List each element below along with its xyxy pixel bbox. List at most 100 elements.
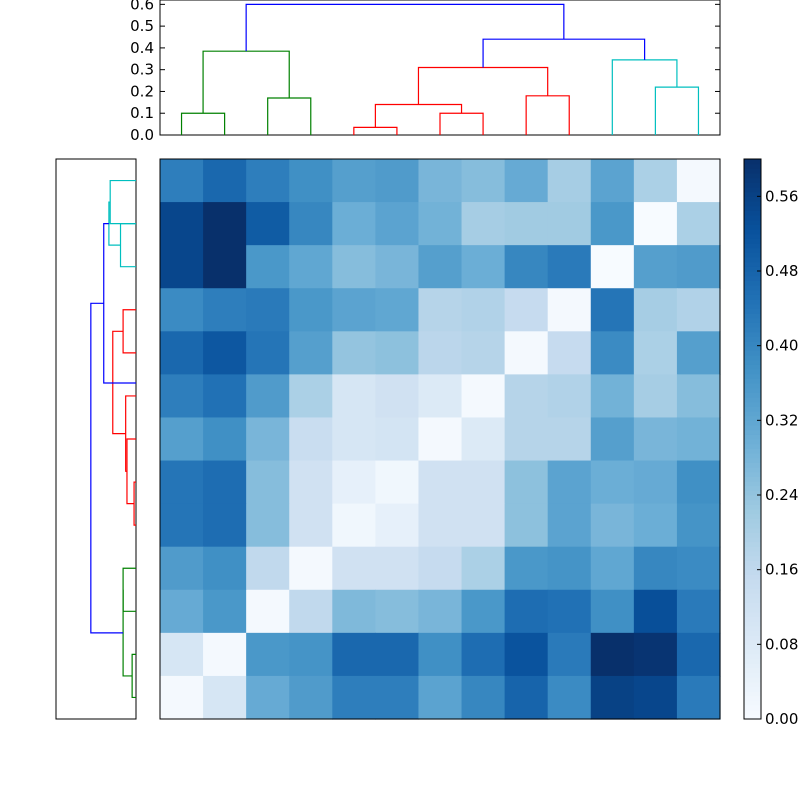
heatmap-cell xyxy=(504,675,549,720)
heatmap-cell xyxy=(547,374,592,419)
heatmap-cell xyxy=(633,245,678,289)
colorbar-segment xyxy=(744,700,761,706)
heatmap-cell xyxy=(375,546,420,591)
heatmap-cell xyxy=(461,159,506,203)
dendrogram-link xyxy=(180,112,226,135)
colorbar-segment xyxy=(744,471,761,477)
colorbar-segment xyxy=(744,485,761,491)
heatmap-cell xyxy=(676,460,721,505)
colorbar-segment xyxy=(744,411,761,417)
colorbar-segment xyxy=(744,294,761,300)
heatmap-cell xyxy=(289,546,333,591)
colorbar-segment xyxy=(744,649,761,655)
colorbar-segment xyxy=(744,630,761,636)
heatmap-cell xyxy=(547,202,592,246)
heatmap-cell xyxy=(160,245,204,289)
heatmap-cell xyxy=(461,503,506,548)
colorbar-segment xyxy=(744,191,761,197)
colorbar-segment xyxy=(744,644,761,650)
heatmap-cell xyxy=(332,503,376,548)
dendrogram-link xyxy=(133,481,136,526)
colorbar-segment xyxy=(744,303,761,309)
heatmap-cell xyxy=(332,675,376,720)
colorbar-segment xyxy=(744,322,761,328)
heatmap-cell xyxy=(504,202,549,246)
heatmap-cell xyxy=(418,589,463,634)
heatmap-cell xyxy=(633,417,678,462)
heatmap-cell xyxy=(547,245,592,289)
heatmap-cell xyxy=(160,589,204,634)
heatmap-cell xyxy=(504,245,549,289)
dendrogram-link xyxy=(122,309,136,354)
heatmap-cell xyxy=(676,503,721,548)
colorbar-segment xyxy=(744,229,761,235)
colorbar-segment xyxy=(744,672,761,678)
heatmap-cell xyxy=(332,374,376,419)
colorbar-tick-label: 0.00 xyxy=(765,710,798,728)
colorbar-segment xyxy=(744,224,761,230)
colorbar-segment xyxy=(744,513,761,519)
colorbar-segment xyxy=(744,593,761,599)
colorbar-segment xyxy=(744,271,761,277)
colorbar: 0.00 0.08 0.16 0.24 0.32 0.40 0.48 0.56 xyxy=(743,158,798,728)
heatmap-cell xyxy=(676,288,721,332)
heatmap-cell xyxy=(203,675,247,720)
dendrogram-link xyxy=(90,302,124,634)
colorbar-segment xyxy=(744,378,761,384)
heatmap-cell xyxy=(375,417,420,462)
dendrogram-link xyxy=(103,223,136,384)
heatmap-cell xyxy=(289,288,333,332)
dendrogram-link xyxy=(122,589,133,677)
heatmap-cell xyxy=(590,374,635,419)
dendrogram-link xyxy=(611,59,678,135)
heatmap-cell xyxy=(676,202,721,246)
heatmap-cell xyxy=(375,374,420,419)
heatmap-cell xyxy=(418,503,463,548)
colorbar-segment xyxy=(744,252,761,258)
heatmap-cell xyxy=(289,202,333,246)
heatmap-cell xyxy=(246,202,290,246)
colorbar-tick-label: 0.32 xyxy=(765,411,798,429)
dendrogram-link xyxy=(525,95,570,135)
heatmap-cell xyxy=(633,288,678,332)
colorbar-segment xyxy=(744,261,761,267)
colorbar-segment xyxy=(744,653,761,659)
heatmap-cell xyxy=(203,460,247,505)
colorbar-segment xyxy=(744,331,761,337)
heatmap-cell xyxy=(160,202,204,246)
colorbar-segment xyxy=(744,546,761,552)
colorbar-segment xyxy=(744,448,761,454)
heatmap-cell xyxy=(461,245,506,289)
heatmap-cell xyxy=(461,632,506,677)
heatmap-cell xyxy=(418,245,463,289)
heatmap-cell xyxy=(332,589,376,634)
heatmap-cell xyxy=(504,159,549,203)
heatmap-cell xyxy=(590,159,635,203)
heatmap-cell xyxy=(246,503,290,548)
dendrogram-link xyxy=(126,438,136,505)
heatmap-cell xyxy=(332,460,376,505)
heatmap-cell xyxy=(504,503,549,548)
heatmap-cell xyxy=(676,374,721,419)
heatmap-cell xyxy=(504,417,549,462)
colorbar-segment xyxy=(744,639,761,645)
heatmap-cell xyxy=(375,245,420,289)
dendrogram-link xyxy=(267,97,312,135)
colorbar-segment xyxy=(744,201,761,207)
heatmap-cell xyxy=(461,546,506,591)
heatmap-cell xyxy=(676,331,721,375)
heatmap-cell xyxy=(547,331,592,375)
colorbar-segment xyxy=(744,635,761,641)
colorbar-segment xyxy=(744,541,761,547)
colorbar-segment xyxy=(744,658,761,664)
heatmap-cell xyxy=(461,460,506,505)
colorbar-segment xyxy=(744,383,761,389)
heatmap-cell xyxy=(590,202,635,246)
heatmap-cell xyxy=(246,245,290,289)
heatmap-cell xyxy=(504,331,549,375)
colorbar-segment xyxy=(744,401,761,407)
colorbar-segment xyxy=(744,574,761,580)
colorbar-segment xyxy=(744,373,761,379)
colorbar-segment xyxy=(744,443,761,449)
heatmap-cell xyxy=(590,546,635,591)
